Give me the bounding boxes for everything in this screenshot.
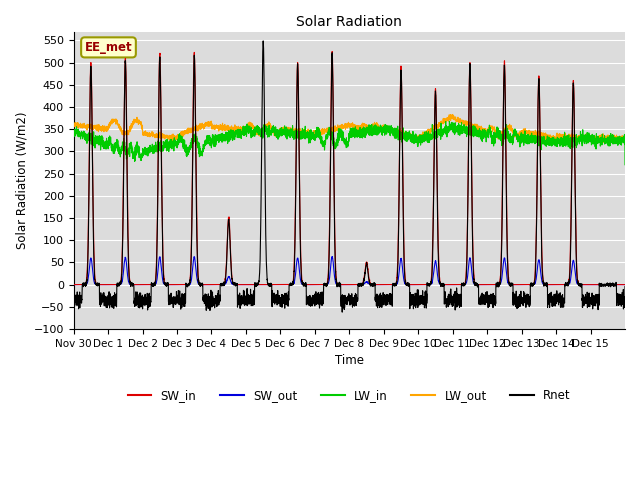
Legend: SW_in, SW_out, LW_in, LW_out, Rnet: SW_in, SW_out, LW_in, LW_out, Rnet	[123, 384, 576, 407]
Y-axis label: Solar Radiation (W/m2): Solar Radiation (W/m2)	[15, 111, 28, 249]
Text: EE_met: EE_met	[84, 41, 132, 54]
Title: Solar Radiation: Solar Radiation	[296, 15, 403, 29]
X-axis label: Time: Time	[335, 354, 364, 367]
